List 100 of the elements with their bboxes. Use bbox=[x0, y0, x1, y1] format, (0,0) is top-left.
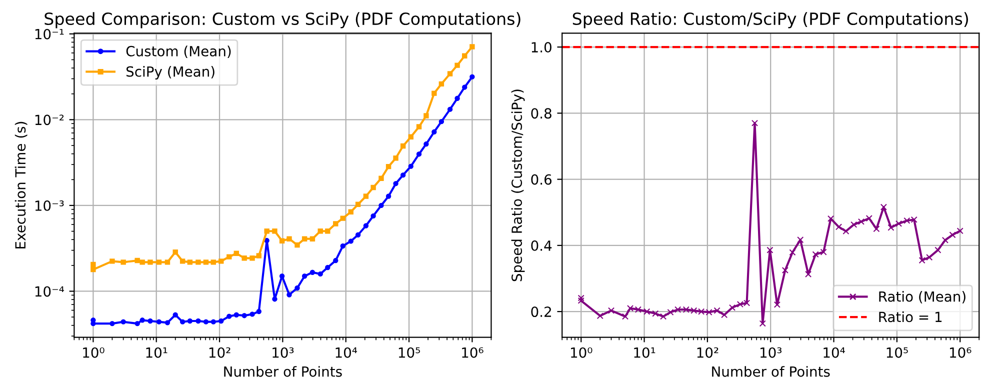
point bbox=[438, 81, 444, 87]
point bbox=[294, 285, 300, 291]
point bbox=[164, 260, 170, 265]
point bbox=[721, 312, 728, 318]
y-tick-label: 10⁻⁴ bbox=[35, 286, 64, 297]
point bbox=[622, 313, 629, 320]
y-axis-title: Speed Ratio (Custom/SciPy) bbox=[511, 90, 525, 282]
point bbox=[279, 274, 285, 279]
point bbox=[926, 254, 933, 261]
point bbox=[400, 143, 406, 149]
point bbox=[203, 260, 209, 265]
point bbox=[134, 258, 140, 264]
x-tick-label: 10⁴ bbox=[336, 347, 358, 358]
point bbox=[302, 236, 308, 242]
point bbox=[340, 216, 346, 221]
point bbox=[210, 260, 216, 265]
x-tick-label: 10³ bbox=[760, 347, 782, 358]
chart-title: Speed Ratio: Custom/SciPy (PDF Computations) bbox=[572, 12, 968, 28]
point bbox=[302, 274, 308, 279]
point bbox=[272, 296, 278, 302]
point bbox=[759, 320, 766, 327]
y-tick-label: 0.8 bbox=[531, 108, 552, 119]
point bbox=[172, 249, 178, 255]
point bbox=[667, 308, 674, 316]
point bbox=[355, 202, 361, 207]
point bbox=[333, 221, 338, 226]
point bbox=[210, 319, 216, 324]
point bbox=[447, 106, 453, 112]
y-tick-label: 10⁻² bbox=[35, 114, 64, 126]
point bbox=[234, 312, 239, 318]
legend-label: Custom (Mean) bbox=[126, 46, 231, 58]
point bbox=[156, 319, 162, 324]
y-tick-label: 0.4 bbox=[531, 240, 552, 251]
y-tick-label: 1.0 bbox=[532, 42, 552, 53]
point bbox=[264, 238, 270, 244]
point bbox=[386, 164, 392, 170]
point bbox=[751, 120, 758, 126]
point bbox=[250, 312, 255, 317]
point bbox=[370, 213, 376, 219]
legend-label: Ratio = 1 bbox=[879, 311, 942, 322]
point bbox=[172, 312, 178, 318]
point bbox=[325, 228, 330, 234]
point bbox=[408, 164, 414, 169]
point bbox=[234, 250, 239, 256]
x-axis-title: Number of Points bbox=[224, 366, 342, 377]
point bbox=[470, 74, 475, 80]
point bbox=[918, 257, 926, 264]
point bbox=[218, 258, 224, 264]
point bbox=[454, 96, 460, 101]
point bbox=[408, 134, 414, 140]
point bbox=[454, 62, 460, 68]
point bbox=[286, 292, 292, 298]
point bbox=[363, 223, 369, 228]
point bbox=[294, 242, 300, 248]
point bbox=[880, 204, 887, 210]
point bbox=[797, 236, 804, 244]
x-tick-label: 10⁴ bbox=[824, 347, 845, 358]
point bbox=[333, 258, 338, 264]
x-tick-label: 10² bbox=[209, 347, 230, 358]
point bbox=[318, 271, 323, 277]
point bbox=[203, 319, 209, 324]
x-tick-label: 10¹ bbox=[146, 347, 168, 358]
point bbox=[218, 318, 224, 324]
point bbox=[424, 141, 429, 147]
x-tick-label: 10⁵ bbox=[886, 347, 908, 358]
x-tick-label: 10⁶ bbox=[950, 347, 972, 358]
point bbox=[866, 215, 872, 222]
point bbox=[850, 221, 858, 228]
point bbox=[187, 318, 193, 324]
point bbox=[242, 312, 247, 318]
point bbox=[363, 194, 369, 199]
point bbox=[187, 260, 193, 265]
point bbox=[827, 215, 834, 222]
point bbox=[226, 254, 232, 260]
legend-label: Ratio (Mean) bbox=[879, 291, 966, 304]
point bbox=[873, 226, 880, 232]
point bbox=[180, 258, 186, 264]
y-tick-label: 0.2 bbox=[531, 306, 551, 318]
chart-title: Speed Comparison: Custom vs SciPy (PDF Computations) bbox=[44, 12, 520, 28]
point bbox=[196, 318, 201, 324]
x-tick-label: 10⁰ bbox=[83, 347, 104, 358]
point bbox=[774, 301, 780, 308]
y-tick-label: 0.6 bbox=[531, 174, 552, 185]
point bbox=[134, 320, 140, 326]
point bbox=[942, 236, 948, 244]
point bbox=[462, 53, 468, 58]
point bbox=[256, 308, 262, 314]
point bbox=[652, 310, 659, 317]
x-tick-label: 10¹ bbox=[634, 347, 656, 358]
point bbox=[895, 220, 902, 227]
point bbox=[340, 243, 346, 249]
point bbox=[416, 151, 422, 157]
point bbox=[286, 236, 292, 242]
point bbox=[310, 236, 316, 242]
x-tick-label: 10⁶ bbox=[462, 347, 484, 358]
point bbox=[858, 218, 865, 225]
point bbox=[820, 248, 827, 256]
point bbox=[949, 232, 956, 238]
y-tick-label: 10⁻¹ bbox=[35, 28, 64, 40]
point bbox=[782, 266, 788, 274]
